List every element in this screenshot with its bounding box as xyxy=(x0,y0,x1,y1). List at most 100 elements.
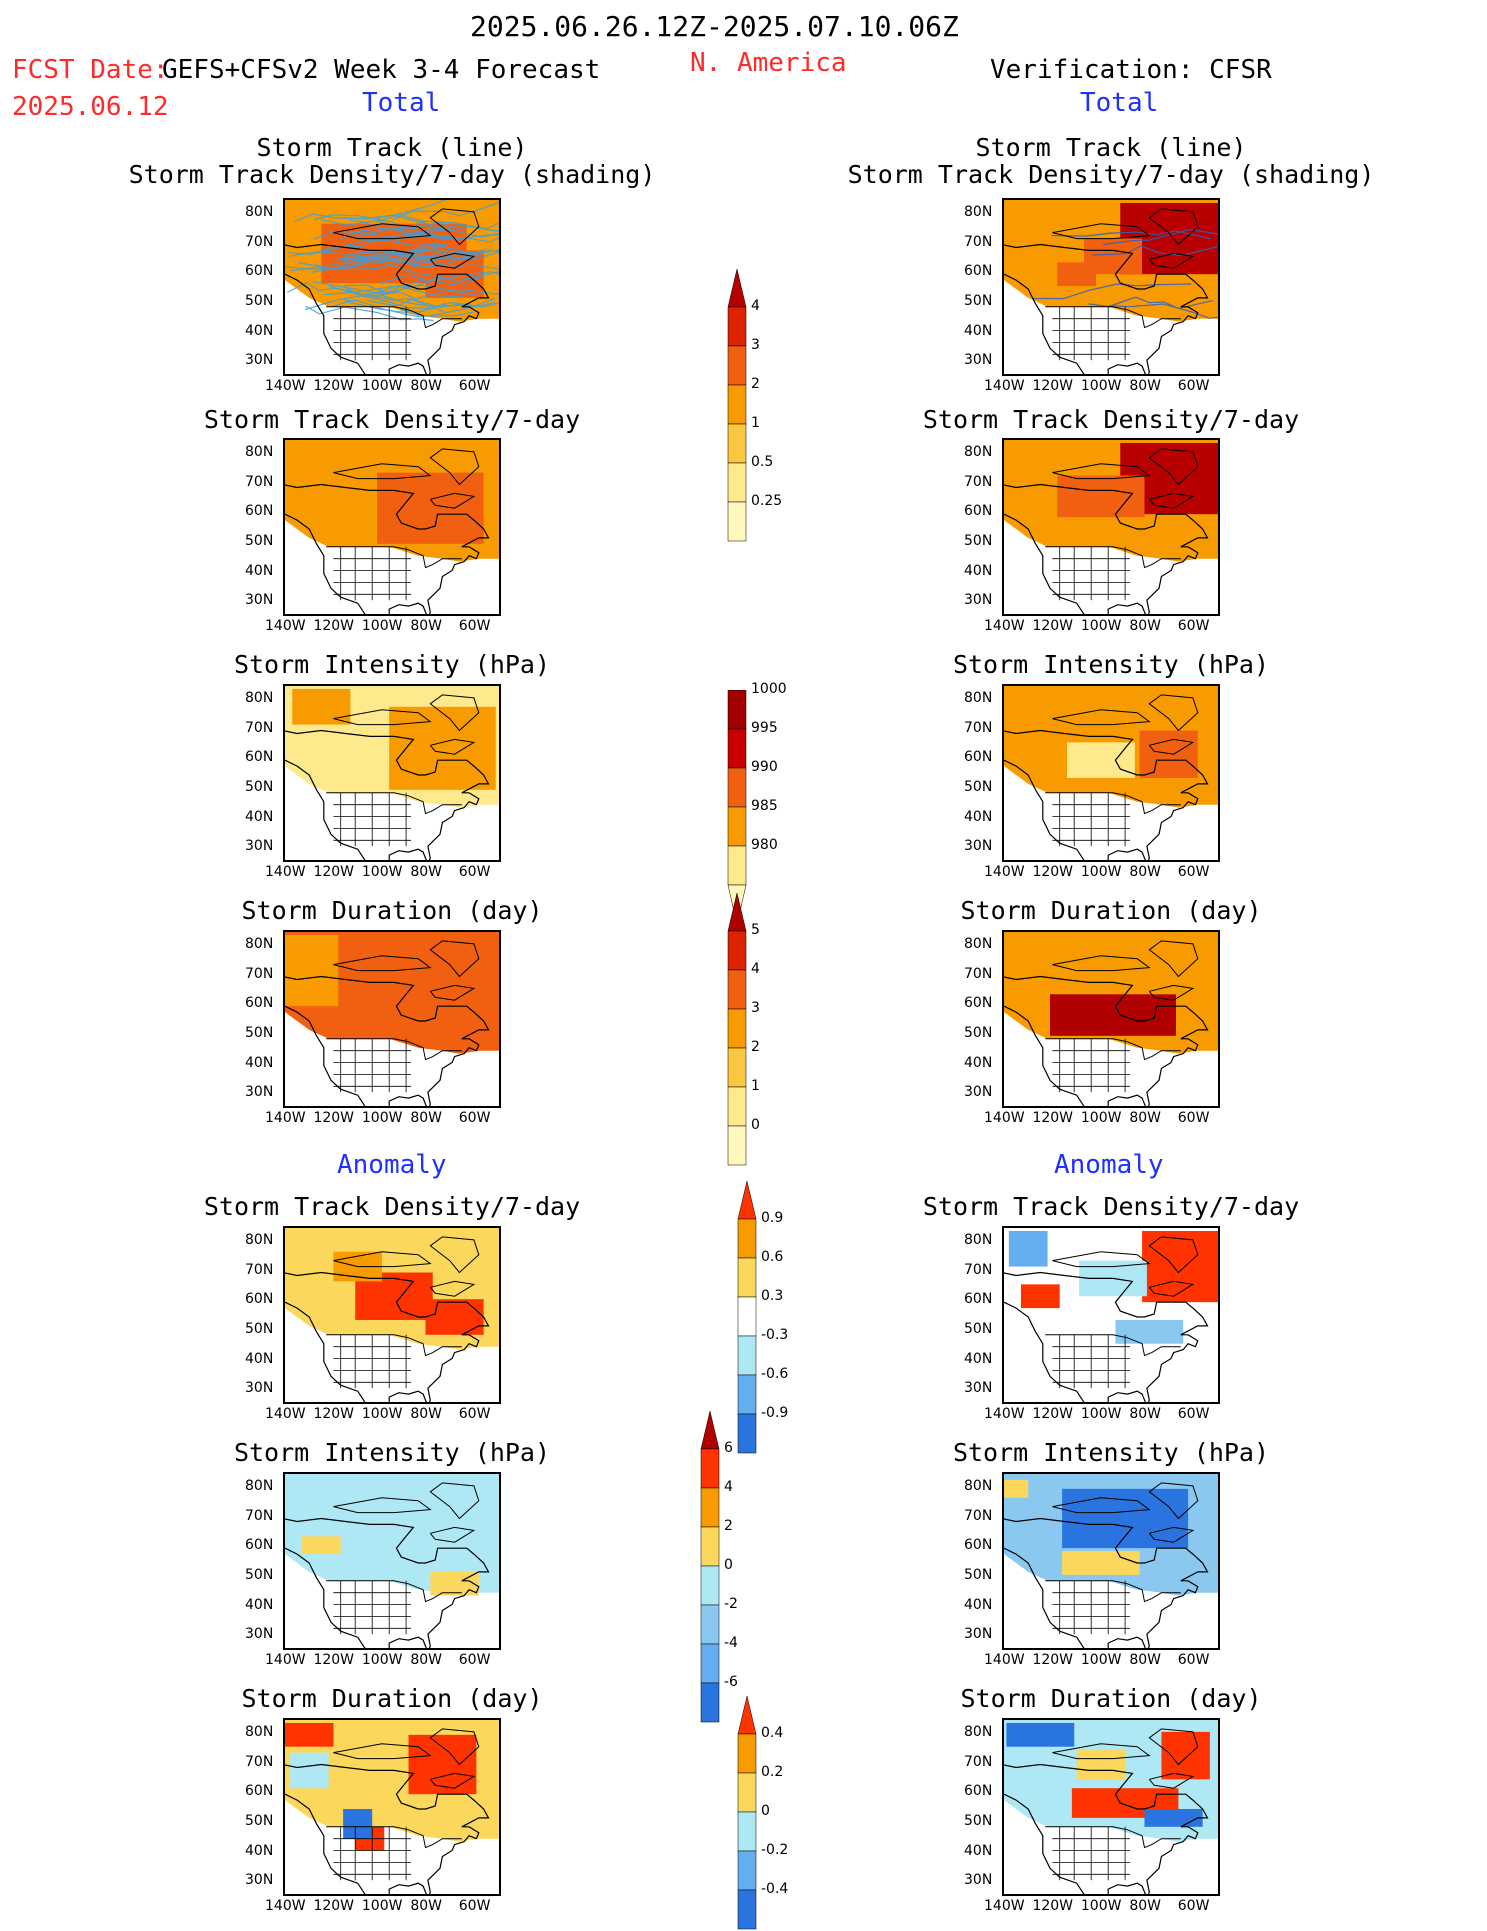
lat-label: 30N xyxy=(964,1872,993,1889)
lon-label: 120W xyxy=(1032,618,1074,634)
shading-cell xyxy=(301,1536,341,1555)
colorbar-tick-label: 0.6 xyxy=(761,1249,784,1265)
panel-title-r5: Storm Track Density/7-day xyxy=(922,1192,1300,1221)
region-label: N. America xyxy=(690,48,847,78)
total-label-right: Total xyxy=(1080,88,1159,118)
map-svg-r2 xyxy=(1004,440,1218,614)
lat-label: 70N xyxy=(245,1507,274,1524)
colorbar-segment xyxy=(727,1125,747,1166)
arctic-islands xyxy=(333,940,480,1001)
lon-label: 60W xyxy=(1177,618,1210,634)
lat-label: 40N xyxy=(964,562,993,579)
arctic-islands xyxy=(1052,1236,1199,1297)
coastline xyxy=(285,1271,490,1402)
lat-label: 40N xyxy=(245,322,274,339)
panel-title-r1: Storm Track (line) xyxy=(975,133,1247,162)
border-line xyxy=(326,546,462,569)
arctic-islands xyxy=(333,448,480,509)
total-label-left: Total xyxy=(362,88,441,118)
colorbar-tick-label: 980 xyxy=(751,837,778,853)
lon-label: 60W xyxy=(458,1406,491,1422)
lon-label: 80W xyxy=(1129,864,1161,880)
panel-title-r1-2: Storm Track Density/7-day (shading) xyxy=(847,160,1375,189)
lon-label: 60W xyxy=(1177,1652,1210,1668)
colorbar-tick-label: 5 xyxy=(751,922,760,938)
lat-label: 40N xyxy=(245,1350,274,1367)
lat-label: 80N xyxy=(245,689,274,706)
panel-title-l7: Storm Duration (day) xyxy=(241,1684,543,1713)
lat-label: 70N xyxy=(964,1507,993,1524)
lat-label: 80N xyxy=(964,1477,993,1494)
lat-label: 80N xyxy=(245,443,274,460)
panel-title-l5: Storm Track Density/7-day xyxy=(203,1192,581,1221)
coastline xyxy=(1004,1271,1209,1402)
colorbar-tick-label: 0 xyxy=(761,1803,770,1819)
lon-label: 80W xyxy=(1129,1898,1161,1914)
lon-label: 140W xyxy=(265,1406,306,1422)
colorbar-tick-label: 6 xyxy=(724,1440,733,1456)
arctic-islands xyxy=(1052,448,1199,509)
shading-cell xyxy=(377,472,484,544)
border-line xyxy=(1045,1334,1181,1357)
lat-label: 50N xyxy=(245,292,274,309)
lat-label: 50N xyxy=(245,1566,274,1583)
lat-label: 30N xyxy=(245,1380,274,1397)
lat-label: 80N xyxy=(245,203,274,220)
border-line xyxy=(326,1334,462,1357)
lat-label: 60N xyxy=(245,995,274,1012)
arctic-islands xyxy=(1052,208,1199,269)
state-lines xyxy=(333,306,411,361)
border-line xyxy=(1045,1826,1181,1849)
lat-label: 60N xyxy=(964,263,993,280)
colorbar-segment xyxy=(727,767,747,808)
lon-label: 120W xyxy=(1032,378,1074,394)
lon-label: 140W xyxy=(984,1406,1025,1422)
state-lines xyxy=(1052,792,1130,847)
lon-label: 60W xyxy=(1177,1110,1210,1126)
lon-label: 100W xyxy=(1080,1652,1122,1668)
lat-label: 50N xyxy=(964,532,993,549)
lon-label: 80W xyxy=(410,1406,442,1422)
map-panel-r2 xyxy=(1002,438,1220,616)
colorbar-segment xyxy=(727,345,747,386)
state-lines xyxy=(1052,1038,1130,1093)
lat-label: 40N xyxy=(245,1054,274,1071)
lon-label: 60W xyxy=(458,618,491,634)
lat-label: 60N xyxy=(964,503,993,520)
lat-label: 80N xyxy=(964,1723,993,1740)
colorbar-segment xyxy=(727,969,747,1010)
colorbar-tick-label: -4 xyxy=(724,1635,738,1651)
state-lines xyxy=(333,792,411,847)
lon-label: 140W xyxy=(265,1110,306,1126)
coastline xyxy=(1004,483,1209,614)
lon-label: 120W xyxy=(313,1406,355,1422)
state-lines xyxy=(333,1580,411,1635)
map-panel-l3 xyxy=(283,684,501,862)
border-line xyxy=(1045,546,1181,569)
lon-label: 80W xyxy=(410,864,442,880)
lon-label: 120W xyxy=(1032,1652,1074,1668)
lat-label: 70N xyxy=(245,1753,274,1770)
arctic-islands xyxy=(333,1236,480,1297)
colorbar-segment xyxy=(700,1410,720,1450)
lon-label: 140W xyxy=(265,1652,306,1668)
map-panel-l7 xyxy=(283,1718,501,1896)
lat-label: 80N xyxy=(964,203,993,220)
lon-label: 120W xyxy=(313,864,355,880)
border-line xyxy=(326,792,462,815)
coastline xyxy=(1004,1763,1209,1894)
lat-label: 40N xyxy=(964,1842,993,1859)
border-line xyxy=(326,1038,462,1061)
lon-label: 120W xyxy=(313,1110,355,1126)
lat-label: 60N xyxy=(964,995,993,1012)
panel-title-l1: Storm Track (line) xyxy=(256,133,528,162)
lat-label: 70N xyxy=(245,1261,274,1278)
lat-label: 50N xyxy=(245,1320,274,1337)
shading-cell xyxy=(1139,730,1198,778)
shading-base xyxy=(285,1474,499,1596)
arctic-islands xyxy=(333,1728,480,1789)
lon-label: 120W xyxy=(313,1898,355,1914)
coastline xyxy=(1004,975,1209,1106)
lon-label: 100W xyxy=(1080,1406,1122,1422)
colorbar-tick-label: 995 xyxy=(751,720,778,736)
